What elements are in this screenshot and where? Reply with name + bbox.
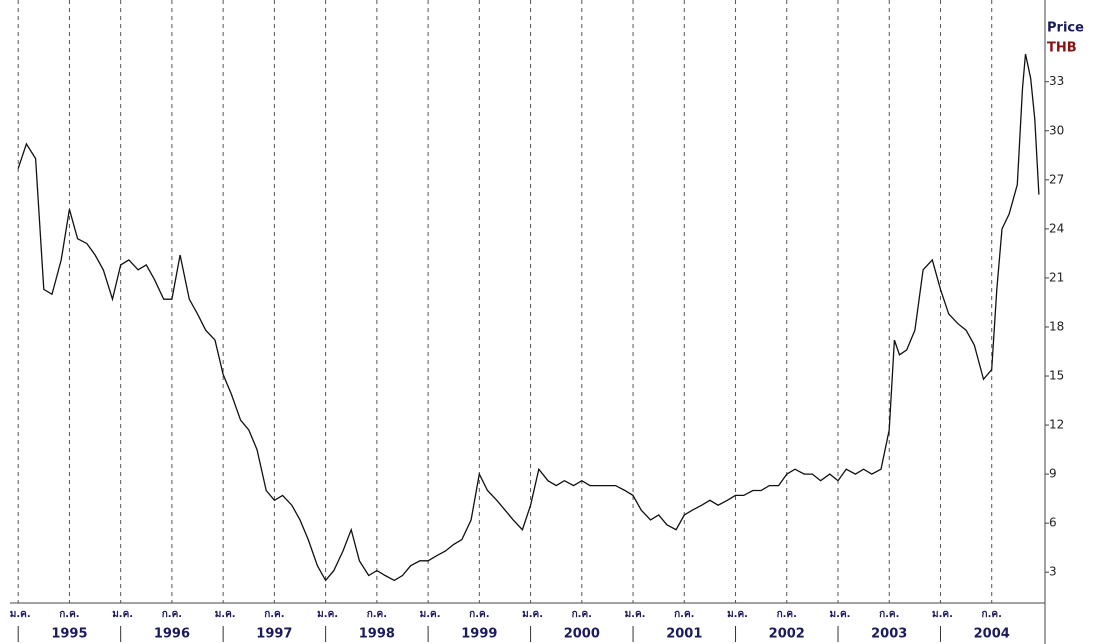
year-label: 2001	[666, 627, 702, 642]
x-tick-label: ก.ค.	[674, 609, 694, 620]
year-label: 2002	[769, 627, 805, 642]
x-tick-label: ม.ค.	[830, 609, 851, 620]
year-label: 1996	[154, 627, 190, 642]
x-tick-label: ก.ค.	[879, 609, 899, 620]
x-tick-label: ก.ค.	[982, 609, 1002, 620]
year-label: 2003	[871, 627, 907, 642]
x-tick-label: ก.ค.	[777, 609, 797, 620]
x-tick-label: ม.ค.	[625, 609, 646, 620]
year-label: 2000	[564, 627, 600, 642]
year-label: 1998	[359, 627, 395, 642]
y-tick-label: 33	[1049, 74, 1064, 88]
x-tick-label: ม.ค.	[317, 609, 338, 620]
x-tick-label: ก.ค.	[367, 609, 387, 620]
chart-subtitle: THB	[1047, 41, 1077, 56]
x-tick-label: ม.ค.	[10, 609, 31, 620]
x-tick-label: ม.ค.	[420, 609, 441, 620]
y-tick-label: 18	[1049, 319, 1064, 333]
year-label: 1997	[256, 627, 292, 642]
x-tick-label: ม.ค.	[522, 609, 543, 620]
y-tick-label: 9	[1049, 467, 1057, 481]
y-tick-label: 27	[1049, 172, 1064, 186]
y-tick-label: 6	[1049, 516, 1057, 530]
year-label: 2004	[974, 627, 1010, 642]
y-tick-label: 12	[1049, 418, 1064, 432]
x-tick-label: ม.ค.	[215, 609, 236, 620]
x-tick-label: ม.ค.	[727, 609, 748, 620]
x-tick-label: ก.ค.	[264, 609, 284, 620]
year-label: 1999	[461, 627, 497, 642]
x-tick-label: ม.ค.	[112, 609, 133, 620]
y-tick-label: 24	[1049, 221, 1064, 235]
year-label: 1995	[51, 627, 87, 642]
y-tick-label: 15	[1049, 369, 1064, 383]
x-tick-label: ก.ค.	[469, 609, 489, 620]
x-tick-label: ก.ค.	[162, 609, 182, 620]
chart: Price THB ม.ค. ก.ค. ม.ค. ก.ค. ม.ค. ก.ค. ม.ค. ก.…	[0, 0, 1097, 644]
x-tick-label: ก.ค.	[572, 609, 592, 620]
chart-title: Price	[1047, 21, 1084, 36]
y-tick-label: 3	[1049, 565, 1057, 579]
price-line	[18, 54, 1039, 580]
y-tick-label: 21	[1049, 270, 1064, 284]
x-tick-label: ม.ค.	[932, 609, 953, 620]
y-tick-label: 30	[1049, 123, 1064, 137]
x-tick-label: ก.ค.	[59, 609, 79, 620]
